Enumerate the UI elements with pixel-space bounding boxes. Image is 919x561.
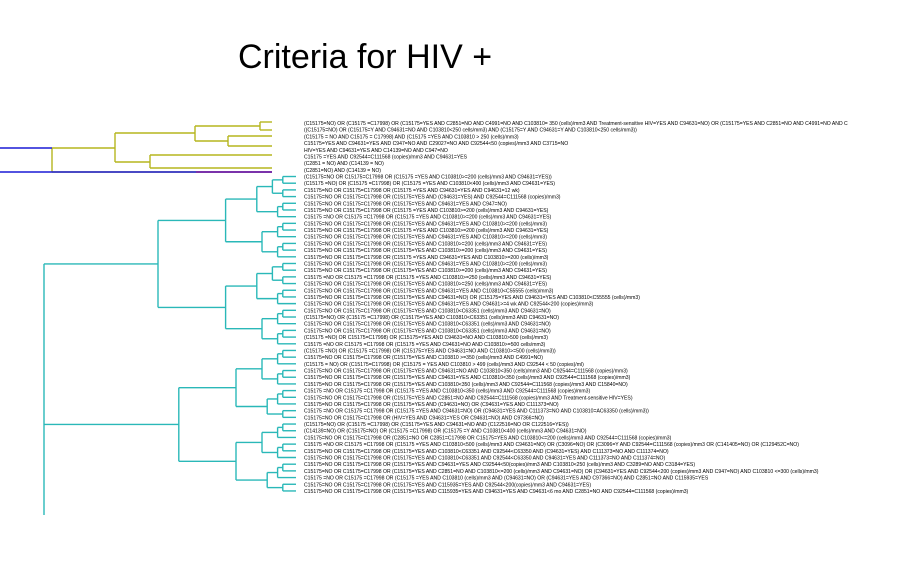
leaf-label: (C15175=NO) OR (C15175 =C17998) OR (C151… — [304, 121, 848, 127]
leaf-label: C15175=NO OR C15175=C17998 OR (C15175=YE… — [304, 282, 547, 288]
leaf-label: C15175=NO OR C15175=C17998 OR (C15175=YE… — [304, 369, 628, 375]
leaf-label: ((C15175=NO) OR (C15175=Y AND C94631=NO … — [304, 128, 637, 134]
leaf-label: (C15175 = NO) OR (C15175=C17998) OR (C15… — [304, 362, 584, 368]
leaf-label: C15175=NO OR C15175=C17998 OR (C15175=YE… — [304, 328, 551, 334]
leaf-label: C15175 =NO OR C15175 =C17998 OR (C15175 … — [304, 215, 551, 221]
leaf-label: (C2851 = NO) AND (C14139 = NO) — [304, 161, 384, 167]
leaf-label: (C15175 =NO) OR (C15175 =C17998) OR (C15… — [304, 181, 555, 187]
leaf-label: HIV=YES AND C94631=YES AND C14139=NO AND… — [304, 148, 448, 154]
leaf-label: C15175=NO OR C15175=C17998 OR (C15175=YE… — [304, 302, 594, 308]
leaf-label: C15175=NO OR C15175=C17998 OR (C15175=YE… — [304, 288, 554, 294]
leaf-label: C15175=NO OR C15175=C17998 OR (HIV=YES A… — [304, 415, 544, 421]
leaf-label: C15175 =NO OR C15175 =C17998 OR (C15175 … — [304, 389, 591, 395]
leaf-label: C15175=YES AND C94631=YES AND C947=NO AN… — [304, 141, 568, 147]
leaf-label: (C15175 = NO AND C15175 = C17998) AND (C… — [304, 134, 519, 140]
leaf-label: C15175 =NO OR C15175 =C17998 OR (C15175 … — [304, 409, 649, 415]
leaf-label: C15175=NO OR C15175=C17998 OR (C15175=YE… — [304, 221, 547, 227]
yellow-clade-branches — [51, 121, 272, 173]
leaf-label: C15175=NO OR C15175=C17998 OR (C15175=YE… — [304, 375, 631, 381]
leaf-label: C15175=NO OR C15175=C17998 OR (C15175=YE… — [304, 395, 633, 401]
leaf-label: C15175=NO OR C15175=C17998 OR (C15175=YE… — [304, 456, 666, 462]
leaf-label: (C15175=NO) OR (C15175 =C17998) OR (C151… — [304, 422, 569, 428]
leaf-label: C15175=NO OR C15175=C17998 OR (C15175=YE… — [304, 382, 628, 388]
leaf-label: (C15175 =NO) OR (C15175 =C17998) OR (C15… — [304, 348, 556, 354]
leaf-label: C15175=NO OR C15175=C17998 OR (C15175=YE… — [304, 449, 669, 455]
leaf-label: C15175=NO OR C15175=C17998 OR (C15175=YE… — [304, 201, 507, 207]
leaf-labels: (C15175=NO) OR (C15175 =C17998) OR (C151… — [304, 121, 848, 495]
leaf-label: C15175=NO OR C15175=C17998 OR (C15175=YE… — [304, 235, 547, 241]
leaf-label: (C15175=NO OR C15175=C17998 OR (C15175 =… — [304, 175, 552, 181]
leaf-label: C15175=NO OR C15175=C17998 OR (C15175 =Y… — [304, 255, 549, 261]
leaf-label: (C15175=NO) OR (C15175 =C17998) OR (C151… — [304, 315, 559, 321]
leaf-label: (C15175 =NO) OR C15175=C17998) OR (C1517… — [304, 335, 548, 341]
leaf-label: C15175 =NO OR C15175 =C17998 OR (C15175 … — [304, 275, 551, 281]
leaf-label: C15175=NO OR C15175=C17998 OR (C15175=YE… — [304, 469, 819, 475]
leaf-label: C15175 =YES AND C92544=C111568 (copies)/… — [304, 154, 468, 160]
leaf-label: C15175=NO OR C15175=C17998 OR (C2851=NO … — [304, 435, 672, 441]
teal-clade-branches — [43, 175, 296, 515]
leaf-label: C15175=NO OR C15175=C17998 OR (C15175=YE… — [304, 268, 547, 274]
leaf-label: C15175=NO OR C15175=C17998 OR (C15175=YE… — [304, 308, 551, 314]
leaf-label: C15175=NO OR C15175=C17998 OR (C15175=YE… — [304, 355, 543, 361]
leaf-label: C15175=NO OR C15175=C17998 OR (C15175=YE… — [304, 489, 689, 495]
leaf-label: C15175 =NO OR C15175 =C17998 OR (C15175 … — [304, 476, 709, 482]
leaf-label: C15175=NO OR C15175=C17998 OR (C15175=YE… — [304, 261, 547, 267]
leaf-label: (C14139=NO) OR (C15175=NO) OR (C15175 =C… — [304, 429, 587, 435]
slide-title: Criteria for HIV + — [237, 38, 493, 76]
leaf-label: C15175=NO OR C15175=C17998 OR (C15175=YE… — [304, 248, 547, 254]
leaf-label: (C2851=NO) AND (C14139 = NO) — [304, 168, 381, 174]
leaf-label: C15175=NO OR C15175=C17998 OR (C15175=YE… — [304, 402, 559, 408]
leaf-label: C15175=NO OR C15175=C17998 OR (C15175=YE… — [304, 482, 591, 488]
leaf-label: C15175=NO OR C15175=C17998 OR (C15175=YE… — [304, 322, 551, 328]
leaf-label: C15175 =NO OR C15175 =C17998 OR (C15175 … — [304, 442, 799, 448]
leaf-label: C15175=NO OR C15175=C17998 OR (C15175 =Y… — [304, 228, 549, 234]
leaf-label: C15175=NO OR C15175=C17998 OR (C15175 =Y… — [304, 208, 549, 214]
leaf-label: C15175=NO OR C15175=C17998 OR (C15175=YE… — [304, 462, 695, 468]
leaf-label: C15175=NO OR C15175=C17998 OR (C15175=YE… — [304, 241, 547, 247]
leaf-label: C15175=NO OR C15175=C17998 OR (C15175=YE… — [304, 195, 561, 201]
leaf-label: C15175=NO OR C15175=C17998 OR (C15175 =Y… — [304, 188, 520, 194]
leaf-label: C15175=NO OR C15175=C17998 OR (C15175=YE… — [304, 295, 640, 301]
leaf-label: C15175 =NO OR C15175 =C17998 OR (C15175 … — [304, 342, 546, 348]
